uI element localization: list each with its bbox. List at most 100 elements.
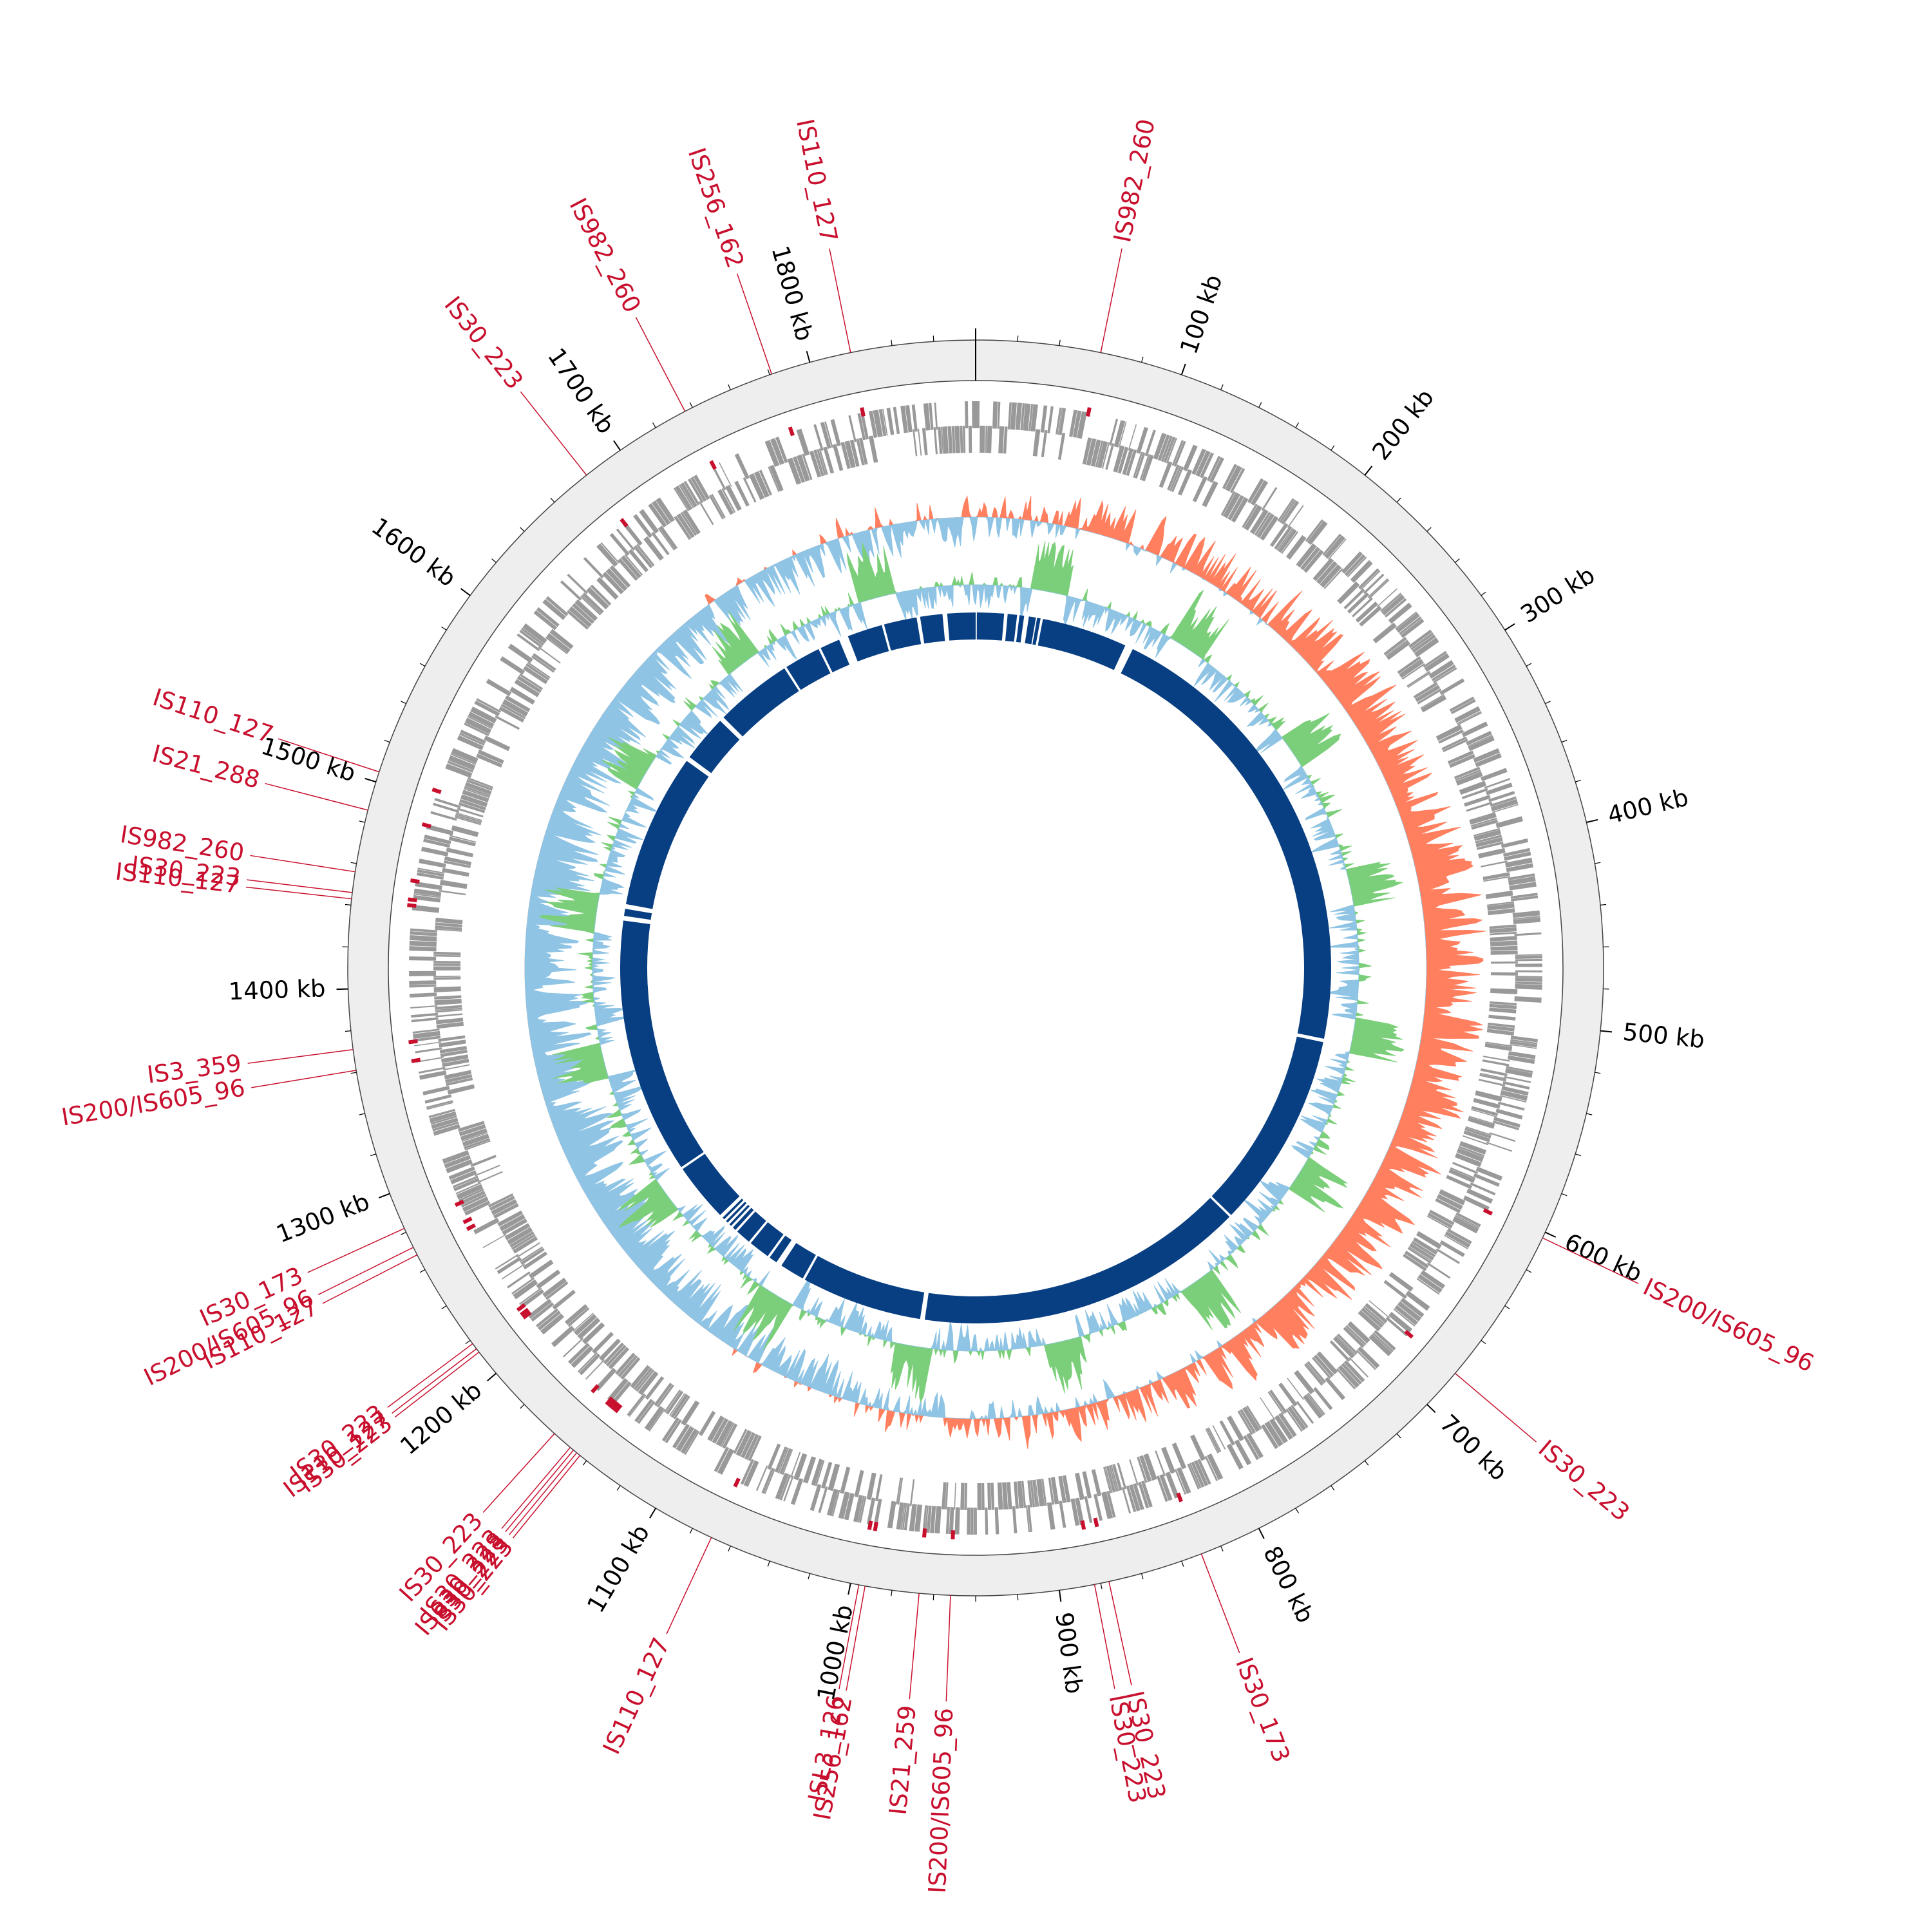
gene-feature — [583, 557, 604, 579]
gene-feature — [616, 528, 635, 551]
gene-feature — [856, 438, 865, 466]
gene-feature — [942, 426, 949, 454]
insertion-label: IS30_223 — [439, 291, 528, 395]
minor-tick — [728, 1546, 731, 1552]
gene-feature — [1261, 1424, 1279, 1449]
gene-feature — [424, 834, 451, 845]
insertion-leader-line — [736, 273, 772, 375]
gene-feature — [511, 1277, 535, 1295]
gene-feature — [1279, 499, 1296, 523]
gene-feature — [1501, 838, 1529, 848]
inner-block-track — [620, 612, 1331, 1323]
gene-feature — [435, 929, 462, 932]
gene-feature — [665, 1390, 684, 1415]
gene-feature — [433, 986, 461, 992]
gene-feature — [1336, 1368, 1356, 1390]
gene-feature — [1260, 1397, 1276, 1421]
gene-feature — [1450, 699, 1476, 715]
gene-feature — [1359, 605, 1382, 627]
gene-feature — [960, 426, 963, 453]
gene-feature — [507, 1271, 531, 1289]
gene-feature — [1048, 1477, 1055, 1505]
gene-feature — [484, 735, 511, 752]
gene-feature — [1397, 1301, 1422, 1322]
gene-feature — [777, 1447, 790, 1473]
gene-feature — [965, 401, 969, 429]
gene-feature — [792, 456, 806, 483]
gene-feature — [1488, 1022, 1515, 1028]
insertion-leader-line — [1100, 248, 1122, 353]
gene-feature — [1468, 1115, 1495, 1125]
insertion-mark — [873, 1521, 878, 1531]
gene-feature — [1504, 1075, 1531, 1083]
gene-feature — [1182, 444, 1198, 471]
insertion-leader-line — [245, 886, 352, 900]
gene-feature — [1475, 1166, 1503, 1181]
gene-feature — [459, 799, 486, 811]
gene-feature — [900, 405, 909, 433]
gene-feature — [435, 1018, 464, 1025]
gene-feature — [520, 1247, 545, 1265]
gene-feature — [1010, 402, 1017, 430]
gene-feature — [1399, 658, 1425, 678]
gene-feature — [1475, 753, 1502, 768]
minor-tick — [1575, 1153, 1581, 1157]
gene-feature — [1483, 876, 1511, 882]
gene-feature — [495, 1254, 519, 1270]
gene-feature — [1050, 1477, 1059, 1504]
gene-feature — [629, 1394, 647, 1417]
gene-feature — [500, 656, 526, 675]
gene-feature — [444, 1155, 471, 1169]
gene-feature — [768, 466, 780, 493]
gene-feature — [533, 610, 558, 630]
gene-feature — [592, 1332, 614, 1354]
gene-feature — [634, 1399, 654, 1423]
gene-feature — [428, 1108, 455, 1119]
gene-feature — [511, 1234, 536, 1250]
minor-tick — [1595, 862, 1601, 864]
gene-feature — [1023, 403, 1031, 431]
gene-feature — [1467, 1117, 1495, 1129]
gene-feature — [1269, 522, 1289, 547]
gene-feature — [413, 1030, 440, 1039]
gene-feature — [566, 609, 589, 630]
gene-feature — [1082, 1471, 1092, 1499]
gene-feature — [568, 1343, 590, 1365]
gene-feature — [1192, 476, 1208, 502]
gene-feature — [810, 1484, 822, 1511]
gene-feature — [456, 1184, 484, 1200]
gene-feature — [981, 1482, 985, 1510]
gene-feature — [942, 1482, 947, 1510]
gene-feature — [442, 867, 469, 877]
gene-feature — [1435, 1198, 1461, 1213]
gene-feature — [1026, 1505, 1030, 1533]
gene-feature — [507, 643, 533, 663]
gene-feature — [1475, 1090, 1502, 1102]
gene-feature — [676, 1426, 695, 1452]
major-tick — [1364, 466, 1373, 476]
gene-feature — [1226, 1443, 1244, 1470]
gene-feature — [967, 1507, 971, 1535]
minor-tick — [933, 1594, 934, 1600]
gene-feature — [1160, 435, 1173, 462]
insertion-leader-line — [317, 1247, 414, 1296]
gene-feature — [875, 1474, 883, 1502]
gene-feature — [1261, 487, 1278, 511]
gene-feature — [1368, 579, 1390, 600]
gene-feature — [1300, 547, 1321, 571]
gene-feature — [1510, 1039, 1538, 1045]
gene-feature — [1507, 1055, 1535, 1065]
gene-feature — [433, 976, 461, 978]
gene-feature — [1490, 950, 1518, 955]
gene-feature — [904, 1503, 910, 1531]
gene-feature — [1121, 1486, 1132, 1514]
gene-feature — [1012, 1506, 1018, 1533]
gene-feature — [536, 607, 560, 627]
gene-feature — [603, 1342, 625, 1365]
gene-feature — [1454, 706, 1481, 723]
gene-feature — [433, 963, 461, 966]
gene-feature — [627, 1393, 646, 1416]
gene-feature — [450, 835, 477, 843]
insertion-mark — [522, 1311, 532, 1320]
insertion-mark — [466, 1223, 476, 1231]
